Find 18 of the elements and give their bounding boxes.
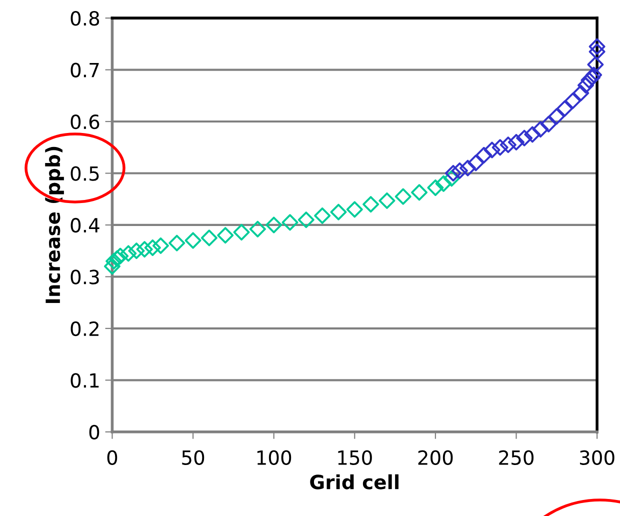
x-tick-label: 100 [257,450,292,465]
y-tick-label: 0.8 [70,11,100,26]
y-tick-label: 0.2 [70,321,98,336]
y-tick-label: 0.3 [70,270,99,284]
y-tick-label: 0.7 [70,62,99,78]
x-tick-label: 250 [499,450,534,465]
y-tick-label: 0 [89,424,100,440]
x-tick-label: 300 [580,450,614,465]
y-tick-label: 0.4 [70,218,100,233]
y-tick-label: 0.1 [70,373,99,388]
x-tick-label: 50 [182,450,204,465]
x-axis-title: Grid cell [310,474,398,490]
y-axis-title: Increase (ppb) [45,146,64,303]
x-tick-label: 200 [418,450,453,465]
x-tick-label: 0 [107,450,118,465]
x-tick-label: 150 [338,450,372,465]
y-tick-label: 0.6 [70,114,100,130]
y-tick-label: 0.5 [70,166,99,181]
